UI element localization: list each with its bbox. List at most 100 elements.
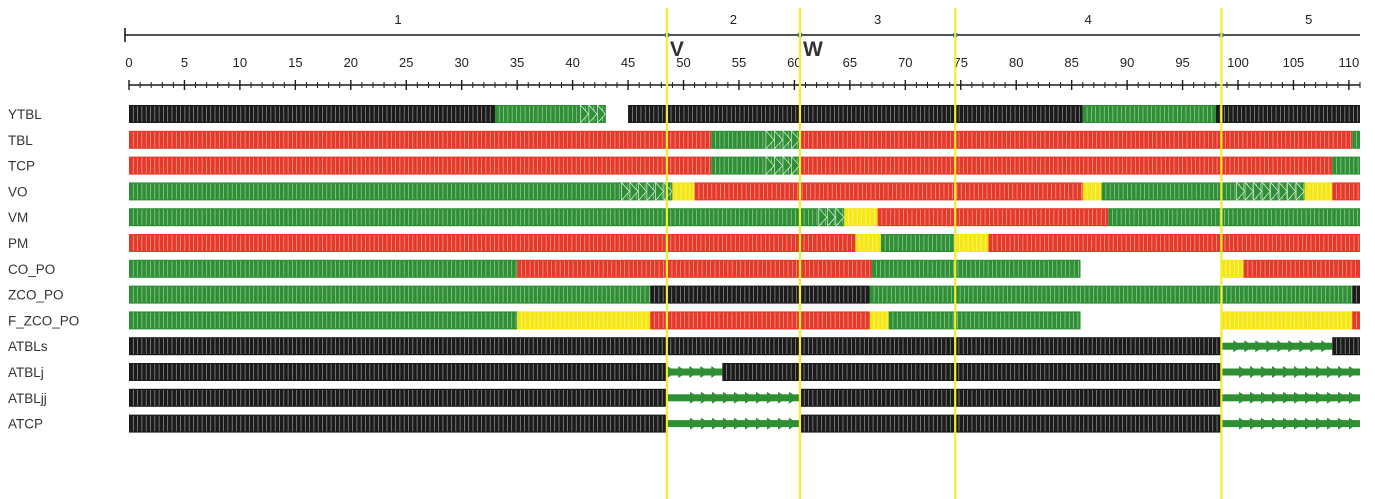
bar-segment-fill [494,105,606,123]
bar-segment [877,208,1109,227]
progress-arrow [638,181,647,202]
progress-arrow [827,207,836,227]
bar-segment-fill [1082,105,1216,123]
bar-segment-fill [129,105,495,123]
stage-label: 2 [730,12,737,27]
bar-segment [517,259,873,278]
tick-label: 30 [454,55,468,70]
bar-segment [1221,391,1360,404]
progress-arrow [629,181,639,202]
bar-segment [494,104,606,124]
progress-arrow [1272,391,1281,404]
progress-arrow [1261,391,1270,404]
tick-label: 105 [1283,55,1305,70]
bar-segment-fill [129,234,856,252]
timeline-row: VM [8,207,1360,227]
bar-segment [1352,311,1360,330]
bar-segment [129,234,856,252]
tick-label: 75 [954,55,968,70]
row-label: ATBLj [8,365,44,380]
progress-arrow [1349,391,1358,404]
tick-label: 100 [1227,55,1249,70]
bar-segment [1332,156,1360,175]
progress-arrow [1316,391,1325,404]
progress-arrow [597,104,606,124]
bar-segment-fill [877,208,1109,227]
progress-arrow [722,417,732,430]
progress-arrow [1305,417,1314,430]
tick-label: 0 [125,55,132,70]
bar-segment-fill [869,285,1353,304]
progress-arrow [1316,366,1325,378]
bar-segment-fill [880,234,956,252]
bar-segment [129,388,667,407]
tick-label: 70 [898,55,912,70]
bar-segment-fill [1332,156,1360,175]
bar-segment [129,105,495,123]
bar-segment [129,181,673,202]
bar-segment-fill [129,130,712,149]
progress-arrow [788,417,798,430]
row-label: ATCP [8,417,43,432]
tick-label: 10 [233,55,247,70]
bar-segment-fill [129,156,712,175]
timeline-row: ATBLjj [8,388,1360,407]
progress-arrow [835,207,845,227]
timeline-row: CO_PO [8,259,1360,278]
progress-arrow [733,417,743,430]
progress-arrow [689,417,699,430]
bar-segment [1221,366,1360,378]
progress-arrow [1294,391,1303,404]
progress-arrow [1349,417,1358,430]
progress-arrow [1261,366,1270,378]
tick-label: 20 [344,55,358,70]
tick-label: 80 [1009,55,1023,70]
timeline-row: ATBLs [8,337,1360,356]
progress-arrow [1250,417,1259,430]
bar-segment-fill [1332,182,1360,201]
progress-arrow [733,391,743,404]
tick-label: 110 [1339,55,1360,70]
progress-arrow [1250,391,1259,404]
progress-arrow [689,366,699,378]
bar-segment [722,363,1222,381]
stage-label: 3 [874,12,881,27]
bar-segment-fill [1304,182,1333,201]
progress-arrow [1338,391,1347,404]
bar-segment-fill [1221,311,1353,330]
bar-segment [1221,311,1353,330]
progress-arrow [711,417,721,430]
progress-arrow [1239,417,1248,430]
progress-arrow [766,391,776,404]
bar-segment [1221,417,1360,430]
row-label: ATBLs [8,339,48,354]
row-label: F_ZCO_PO [8,313,79,328]
progress-arrow [1338,417,1347,430]
bar-segment [129,130,712,149]
bar-segment [1304,182,1333,201]
bar-segment-fill [955,234,989,252]
progress-arrow [1327,417,1336,430]
tick-label: 60 [787,55,801,70]
bar-segment [129,311,518,330]
bar-segment-fill [1332,337,1360,356]
progress-arrow [774,155,783,176]
bar-segment-fill [694,182,1083,201]
bar-segment [844,208,878,227]
bar-segment-fill [650,311,870,330]
progress-arrow [782,155,792,176]
timeline-row: ATBLj [8,363,1360,381]
progress-arrow [1305,391,1314,404]
progress-arrow [700,417,710,430]
progress-arrow [1288,340,1298,353]
bar-segment [666,366,723,378]
bar-segment [1101,181,1305,202]
bar-segment-fill [672,182,695,201]
bar-segment [1108,208,1360,227]
progress-arrow [588,104,598,124]
tick-label: 95 [1175,55,1189,70]
bar-segment [799,388,1222,407]
bar-segment [711,155,800,176]
progress-arrow [766,417,776,430]
